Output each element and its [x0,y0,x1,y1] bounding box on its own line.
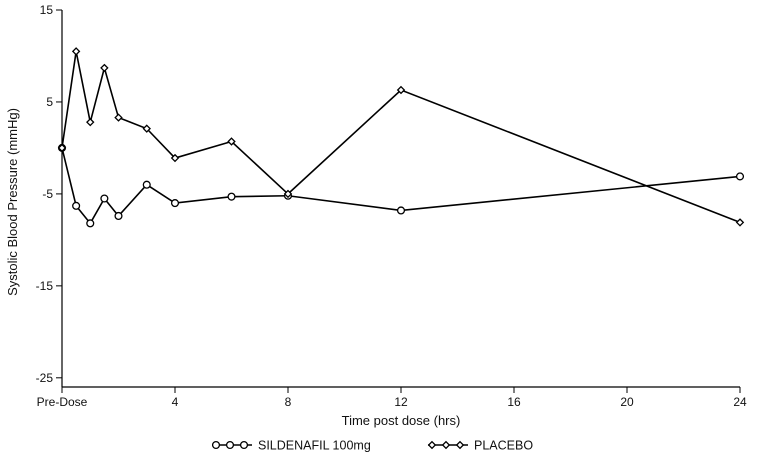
series-diamond [57,47,745,227]
legend: SILDENAFIL 100mg PLACEBO [211,439,533,453]
data-point [396,85,406,95]
data-point [227,137,236,146]
y-tick-label: 15 [40,3,54,17]
data-point [100,194,109,203]
legend-marker [455,440,465,450]
y-axis-label: Systolic Blood Pressure (mmHg) [5,108,20,296]
data-point [396,206,406,215]
x-tick-label: 20 [620,395,634,409]
data-point [114,113,123,122]
legend-label: PLACEBO [474,439,533,453]
data-point [71,47,81,56]
x-axis-label: Time post dose (hrs) [342,413,461,428]
data-point [283,189,293,199]
x-axis: Pre-Dose 4 8 12 16 20 24 [37,386,747,409]
y-tick-label: -15 [36,279,54,293]
legend-marker [239,440,249,450]
legend-marker [211,440,221,450]
data-point [735,218,745,227]
data-point [57,143,67,153]
data-point [227,192,236,201]
series-circle [57,143,745,228]
data-point [142,124,151,133]
plot-area [57,47,745,228]
data-point [142,180,151,189]
data-point [72,201,81,210]
legend-entry: SILDENAFIL 100mg [211,439,371,453]
y-tick-label: -5 [42,187,53,201]
x-tick-label: Pre-Dose [37,395,88,409]
y-tick-label: -25 [36,371,54,385]
x-tick-label: 16 [507,395,521,409]
legend-marker [441,440,451,450]
legend-entry: PLACEBO [427,439,533,453]
data-point [86,219,95,228]
x-tick-label: 8 [285,395,292,409]
y-axis: 15 5 -5 -15 -25 [36,3,63,387]
data-point [114,211,123,221]
data-point [170,153,180,163]
data-point [100,63,109,73]
x-tick-label: 12 [394,395,408,409]
legend-marker [225,440,235,450]
x-tick-label: 4 [172,395,179,409]
series-line [61,51,741,224]
data-point [735,172,745,181]
x-tick-label: 24 [733,395,747,409]
data-point [170,199,180,208]
legend-label: SILDENAFIL 100mg [258,439,371,453]
data-point [86,117,95,127]
y-tick-label: 5 [46,95,53,109]
legend-marker [427,440,437,450]
